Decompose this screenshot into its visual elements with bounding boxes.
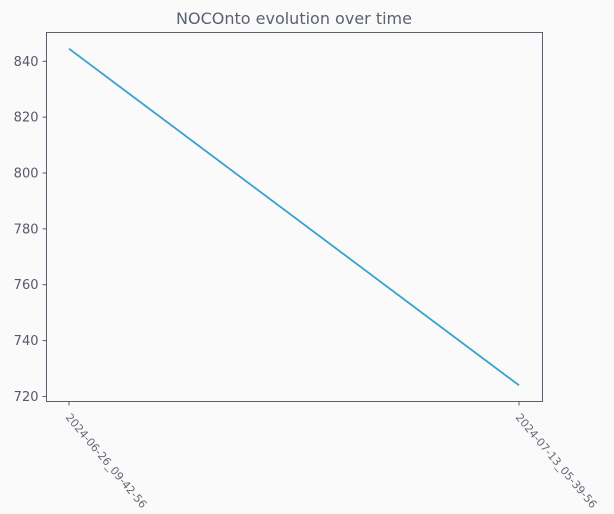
series-line — [68, 47, 520, 387]
y-tick-label: 800 — [14, 167, 39, 182]
y-axis: 720 740 760 780 800 820 840 — [14, 55, 47, 405]
x-tick-label: 2024-07-13_05-39-56 — [513, 411, 600, 511]
chart-title: NOCOnto evolution over time — [176, 9, 412, 28]
y-tick-label: 840 — [14, 55, 39, 70]
x-tick-label: 2024-06-26_09-42-56 — [63, 411, 150, 511]
y-tick-label: 780 — [14, 222, 39, 237]
series-group — [68, 47, 520, 387]
y-tick-label: 760 — [14, 278, 39, 293]
y-tick-label: 720 — [14, 390, 39, 405]
y-tick-label: 740 — [14, 334, 39, 349]
y-tick-label: 820 — [14, 111, 39, 126]
x-axis: 2024-06-26_09-42-56 2024-07-13_05-39-56 — [63, 401, 600, 511]
